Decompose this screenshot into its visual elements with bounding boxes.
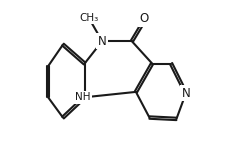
Text: NH: NH bbox=[76, 92, 91, 102]
Text: O: O bbox=[139, 12, 149, 26]
Text: N: N bbox=[98, 35, 106, 48]
Text: CH₃: CH₃ bbox=[79, 13, 98, 23]
Text: N: N bbox=[182, 87, 190, 100]
